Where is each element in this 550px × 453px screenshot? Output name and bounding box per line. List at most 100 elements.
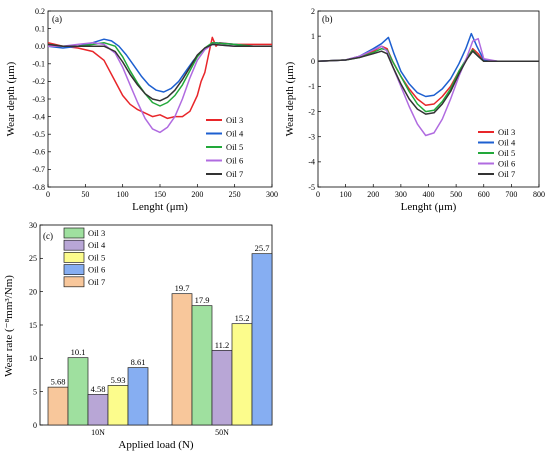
y-tick-label: 30 bbox=[29, 221, 37, 230]
panel-label: (b) bbox=[322, 14, 333, 24]
data-label: 15.2 bbox=[235, 313, 250, 323]
legend-label: Oil 6 bbox=[88, 265, 105, 275]
y-tick-label: 1 bbox=[311, 32, 315, 41]
bar-oil-7-10n bbox=[47, 386, 69, 426]
y-tick-label: -3 bbox=[308, 133, 315, 142]
y-tick-label: 2 bbox=[311, 7, 315, 16]
bar-oil-6-50n bbox=[251, 253, 273, 426]
legend-label: Oil 5 bbox=[88, 252, 105, 262]
y-tick-label: -2 bbox=[308, 107, 315, 116]
bar-oil-4-10n bbox=[87, 394, 109, 426]
legend-label: Oil 3 bbox=[88, 228, 105, 238]
y-tick-label: 0.2 bbox=[35, 7, 45, 16]
legend-label: Oil 6 bbox=[498, 159, 515, 169]
chart-b: 210-1-2-3-4-50 100 200 300 400 500 600 700 800Le… bbox=[284, 7, 545, 213]
panel-label: (c) bbox=[43, 231, 53, 241]
x-tick-label: 200 bbox=[367, 190, 379, 199]
x-tick-label: 800 bbox=[533, 190, 545, 199]
y-tick-label: 0.0 bbox=[35, 42, 45, 51]
data-label: 10.1 bbox=[71, 347, 86, 357]
legend-swatch bbox=[63, 276, 85, 288]
legend-label: Oil 3 bbox=[498, 127, 515, 137]
y-tick-label: -0.2 bbox=[32, 77, 45, 86]
x-tick-label: 100 bbox=[117, 190, 129, 199]
x-tick-label: 600 bbox=[478, 190, 490, 199]
y-tick-label: 10 bbox=[29, 354, 37, 363]
data-label: 19.7 bbox=[175, 283, 190, 293]
y-tick-label: -0.3 bbox=[32, 95, 45, 104]
y-tick-label: -4 bbox=[308, 158, 315, 167]
legend-swatch bbox=[63, 264, 85, 275]
data-label: 17.9 bbox=[195, 295, 210, 305]
x-axis-label: Lenght (μm) bbox=[401, 201, 457, 213]
y-tick-label: -0.4 bbox=[32, 112, 45, 121]
bar-oil-3-50n bbox=[191, 305, 213, 426]
series-line-oil-4 bbox=[317, 32, 539, 98]
data-label: 4.58 bbox=[91, 384, 106, 394]
series-line-oil-6 bbox=[317, 37, 539, 137]
y-tick-label: -0.8 bbox=[32, 183, 45, 192]
x-tick-label: 0 bbox=[316, 190, 320, 199]
x-tick-label: 300 bbox=[395, 190, 407, 199]
legend-label: Oil 7 bbox=[226, 169, 243, 179]
x-tick-label: 50N bbox=[215, 428, 229, 437]
legend-label: Oil 7 bbox=[498, 169, 515, 179]
data-label: 5.68 bbox=[51, 377, 66, 387]
x-tick-label: 400 bbox=[423, 190, 435, 199]
legend-label: Oil 5 bbox=[226, 142, 243, 152]
bar-oil-6-10n bbox=[127, 367, 149, 426]
legend-label: Oil 5 bbox=[498, 148, 515, 158]
legend-label: Oil 4 bbox=[226, 129, 244, 139]
legend-label: Oil 3 bbox=[226, 115, 243, 125]
y-axis-label: Wear depth (μm) bbox=[5, 61, 17, 136]
y-tick-label: 15 bbox=[29, 321, 37, 330]
x-tick-label: 300 bbox=[266, 190, 278, 199]
y-tick-label: -5 bbox=[308, 183, 315, 192]
chart-a: 0.2 0.1 0.0 -0.1 -0.2 -0.3 -0.4 -0.5 -0.6 -0.7 -0.… bbox=[5, 7, 278, 213]
legend-swatch bbox=[63, 227, 85, 239]
x-tick-label: 200 bbox=[191, 190, 203, 199]
data-label: 11.2 bbox=[215, 340, 230, 350]
data-label: 8.61 bbox=[131, 357, 146, 367]
panel-label: (a) bbox=[52, 14, 62, 24]
x-axis-label: Applied load (N) bbox=[118, 439, 193, 451]
legend-swatch bbox=[63, 239, 85, 251]
y-tick-label: -0.6 bbox=[32, 148, 45, 157]
y-axis-label: Wear rate (⁻⁸mm³/Nm) bbox=[3, 275, 15, 377]
bar-oil-5-10n bbox=[107, 385, 129, 426]
x-tick-label: 500 bbox=[450, 190, 462, 199]
series-line-oil-7 bbox=[317, 50, 539, 115]
x-tick-label: 10N bbox=[91, 428, 105, 437]
y-tick-label: -0.7 bbox=[32, 165, 45, 174]
x-tick-label: 700 bbox=[505, 190, 517, 199]
y-axis-label: Wear depth (μm) bbox=[284, 61, 296, 136]
bar-oil-3-10n bbox=[67, 357, 89, 426]
legend-swatch bbox=[63, 252, 85, 263]
x-tick-label: 150 bbox=[154, 190, 166, 199]
bar-oil-4-50n bbox=[211, 349, 233, 426]
legend-label: Oil 6 bbox=[226, 156, 243, 166]
y-tick-label: 0 bbox=[33, 421, 37, 430]
series-line-oil-5 bbox=[47, 41, 272, 107]
series-line-oil-6 bbox=[48, 41, 272, 134]
series-line-oil-4 bbox=[47, 38, 272, 93]
x-tick-label: 250 bbox=[229, 190, 241, 199]
data-label: 5.93 bbox=[111, 375, 126, 385]
legend-label: Oil 7 bbox=[88, 277, 105, 287]
y-tick-label: -0.1 bbox=[32, 60, 45, 69]
x-tick-label: 100 bbox=[340, 190, 352, 199]
y-tick-label: 20 bbox=[29, 287, 37, 296]
series-line-oil-7 bbox=[47, 43, 272, 102]
y-tick-label: 5 bbox=[33, 387, 37, 396]
x-axis-label: Lenght (μm) bbox=[132, 201, 188, 213]
data-label: 25.7 bbox=[255, 243, 270, 253]
y-tick-label: 0 bbox=[311, 57, 315, 66]
bar-oil-5-50n bbox=[231, 323, 253, 426]
legend-label: Oil 4 bbox=[88, 240, 106, 250]
y-tick-label: -0.5 bbox=[32, 130, 45, 139]
y-tick-label: 25 bbox=[29, 254, 37, 263]
y-tick-label: 0.1 bbox=[35, 24, 45, 33]
x-tick-label: 50 bbox=[81, 190, 89, 199]
bar-oil-7-50n bbox=[171, 293, 193, 426]
